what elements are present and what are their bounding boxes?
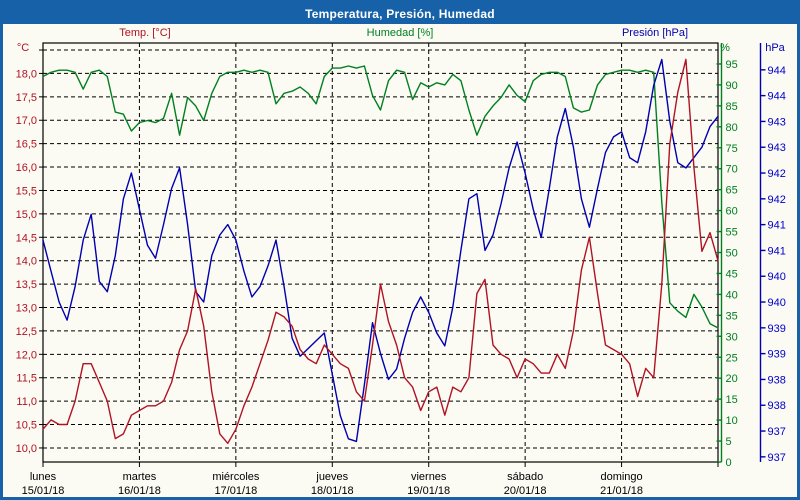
svg-text:17,0: 17,0 <box>16 115 37 127</box>
svg-text:95: 95 <box>726 59 738 71</box>
temp-axis-unit: °C <box>16 42 30 54</box>
svg-text:10,0: 10,0 <box>16 443 37 455</box>
svg-text:11,5: 11,5 <box>16 373 37 385</box>
svg-text:85: 85 <box>726 101 738 113</box>
svg-text:45: 45 <box>726 268 738 280</box>
svg-text:942: 942 <box>768 168 786 180</box>
title-bar: Temperatura, Presión, Humedad <box>3 3 797 24</box>
svg-text:5: 5 <box>726 436 732 448</box>
svg-text:940: 940 <box>768 297 786 309</box>
date-label: 16/01/18 <box>118 485 161 497</box>
day-label: jueves <box>315 471 348 483</box>
svg-text:60: 60 <box>726 206 738 218</box>
day-label: miércoles <box>212 471 260 483</box>
svg-text:15,5: 15,5 <box>16 185 37 197</box>
day-label: lunes <box>30 471 57 483</box>
svg-text:939: 939 <box>768 323 786 335</box>
legend-pressure: Presión [hPa] <box>621 27 689 39</box>
day-label: viernes <box>411 471 447 483</box>
window-title: Temperatura, Presión, Humedad <box>305 6 495 21</box>
svg-text:944: 944 <box>768 65 786 77</box>
date-label: 17/01/18 <box>214 485 257 497</box>
svg-text:11,0: 11,0 <box>16 396 37 408</box>
svg-text:90: 90 <box>726 80 738 92</box>
svg-text:10: 10 <box>726 415 738 427</box>
svg-text:25: 25 <box>726 352 738 364</box>
svg-text:939: 939 <box>768 349 786 361</box>
svg-text:937: 937 <box>768 452 786 464</box>
day-label: sábado <box>507 471 543 483</box>
svg-text:18,0: 18,0 <box>16 68 37 80</box>
svg-text:20: 20 <box>726 373 738 385</box>
svg-text:30: 30 <box>726 331 738 343</box>
svg-text:17,5: 17,5 <box>16 92 37 104</box>
svg-text:50: 50 <box>726 248 738 260</box>
legend-humidity: Humedad [%] <box>366 27 434 39</box>
svg-text:944: 944 <box>768 91 786 103</box>
svg-text:65: 65 <box>726 185 738 197</box>
svg-text:75: 75 <box>726 143 738 155</box>
svg-text:10,5: 10,5 <box>16 420 37 432</box>
svg-text:13,0: 13,0 <box>16 303 37 315</box>
date-label: 15/01/18 <box>22 485 65 497</box>
date-label: 18/01/18 <box>311 485 354 497</box>
svg-text:12,0: 12,0 <box>16 349 37 361</box>
svg-text:80: 80 <box>726 122 738 134</box>
svg-text:40: 40 <box>726 289 738 301</box>
day-label: domingo <box>600 471 642 483</box>
series-% <box>42 65 719 329</box>
svg-text:14,0: 14,0 <box>16 256 37 268</box>
svg-text:13,5: 13,5 <box>16 279 37 291</box>
svg-text:12,5: 12,5 <box>16 326 37 338</box>
svg-text:941: 941 <box>768 245 786 257</box>
legend-temp: Temp. [°C] <box>119 27 171 39</box>
series-°C <box>42 58 719 444</box>
series-hPa <box>42 58 719 443</box>
svg-text:55: 55 <box>726 227 738 239</box>
svg-text:16,5: 16,5 <box>16 139 37 151</box>
svg-text:937: 937 <box>768 426 786 438</box>
svg-text:35: 35 <box>726 310 738 322</box>
svg-text:943: 943 <box>768 116 786 128</box>
svg-text:941: 941 <box>768 220 786 232</box>
humidity-axis-unit: % <box>720 42 730 54</box>
date-label: 21/01/18 <box>600 485 643 497</box>
svg-text:938: 938 <box>768 400 786 412</box>
day-label: martes <box>123 471 157 483</box>
pressure-axis-unit: hPa <box>765 42 785 54</box>
svg-text:0: 0 <box>726 457 732 469</box>
svg-text:15: 15 <box>726 394 738 406</box>
svg-text:940: 940 <box>768 271 786 283</box>
date-label: 20/01/18 <box>504 485 547 497</box>
svg-text:70: 70 <box>726 164 738 176</box>
svg-text:14,5: 14,5 <box>16 232 37 244</box>
date-label: 19/01/18 <box>407 485 450 497</box>
svg-text:938: 938 <box>768 374 786 386</box>
svg-text:16,0: 16,0 <box>16 162 37 174</box>
svg-text:15,0: 15,0 <box>16 209 37 221</box>
svg-text:943: 943 <box>768 142 786 154</box>
svg-text:942: 942 <box>768 194 786 206</box>
